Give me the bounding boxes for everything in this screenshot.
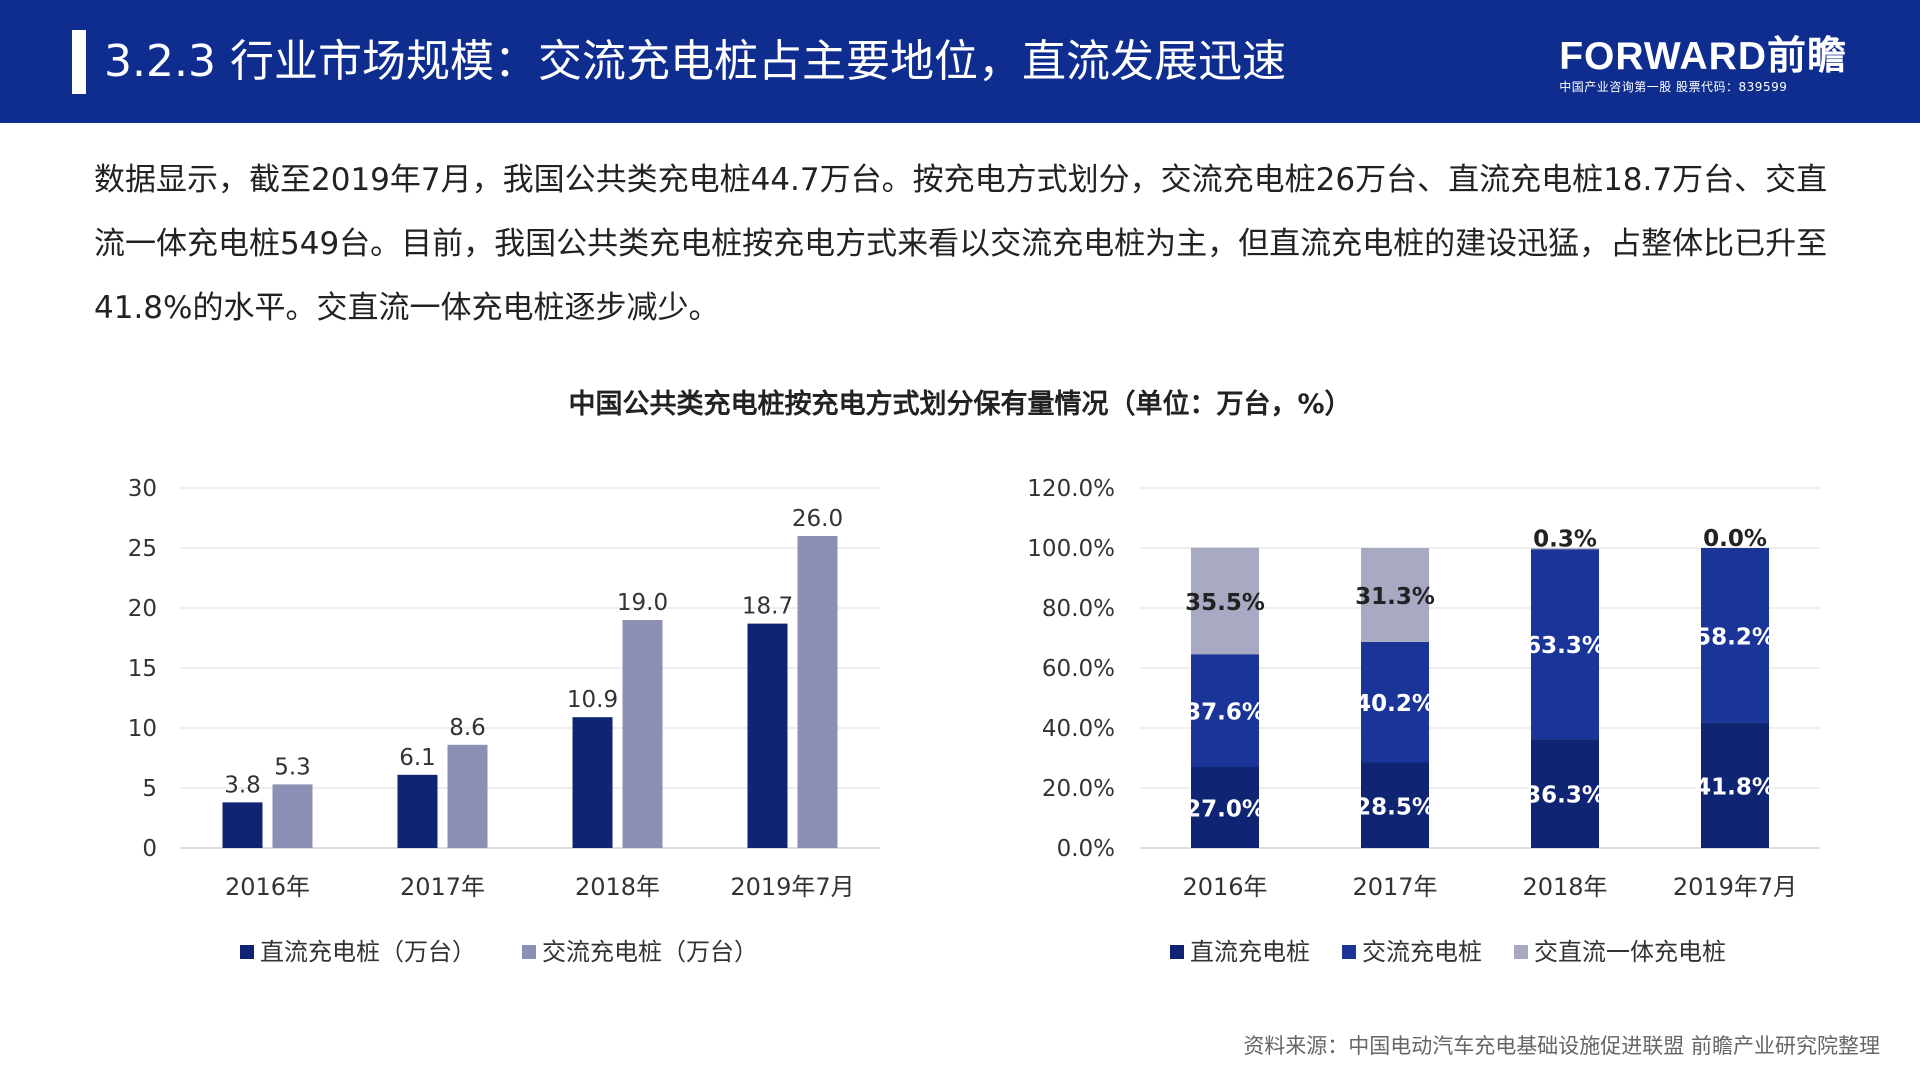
legend-swatch bbox=[522, 945, 536, 959]
x-tick-label: 2018年 bbox=[1522, 873, 1607, 901]
stacked-bar-segment bbox=[1191, 547, 1259, 655]
brand-logo: FORWARD前瞻 中国产业咨询第一股 股票代码：839599 bbox=[1559, 36, 1847, 96]
segment-value-label: 41.8% bbox=[1695, 774, 1775, 800]
dc-ac-count-bar-chart: 0 5 10 15 20 25 30 3.8 5.3 2016年 6.1 8.6 2017年 10.9 19… bbox=[128, 476, 880, 966]
segment-value-label: 31.3% bbox=[1355, 584, 1435, 610]
y-tick-label: 80.0% bbox=[1042, 596, 1115, 622]
bar bbox=[572, 717, 613, 848]
y-tick-label: 20.0% bbox=[1042, 776, 1115, 802]
legend-label: 交流充电桩 bbox=[1362, 938, 1482, 966]
segment-value-label: 0.3% bbox=[1533, 526, 1597, 552]
bar-value-label: 19.0 bbox=[617, 590, 668, 616]
segment-value-label: 27.0% bbox=[1185, 797, 1265, 823]
stacked-bar-segment bbox=[1361, 548, 1429, 642]
bar-value-label: 26.0 bbox=[792, 506, 843, 532]
summary-paragraph: 数据显示，截至2019年7月，我国公共类充电桩44.7万台。按充电方式划分，交流… bbox=[94, 162, 1828, 326]
stacked-bar-segment bbox=[1361, 641, 1429, 763]
y-tick-label: 10 bbox=[128, 716, 157, 742]
bar-value-label: 18.7 bbox=[742, 594, 793, 620]
legend-swatch bbox=[240, 945, 254, 959]
bar bbox=[447, 744, 488, 848]
bar-value-label: 10.9 bbox=[567, 687, 618, 713]
header-bar: 3.2.3 行业市场规模：交流充电桩占主要地位，直流发展迅速 FORWARD前瞻… bbox=[0, 0, 1920, 123]
legend-label: 直流充电桩（万台） bbox=[260, 938, 476, 966]
bar-value-label: 6.1 bbox=[399, 745, 436, 771]
x-tick-label: 2019年7月 bbox=[730, 873, 854, 901]
stacked-bar-segment bbox=[1531, 549, 1599, 740]
bar-value-label: 8.6 bbox=[449, 715, 486, 741]
x-tick-label: 2016年 bbox=[225, 873, 310, 901]
stacked-bar-segment bbox=[1701, 722, 1769, 848]
y-tick-label: 60.0% bbox=[1042, 656, 1115, 682]
x-tick-label: 2017年 bbox=[1352, 873, 1437, 901]
segment-value-label: 36.3% bbox=[1525, 783, 1605, 809]
y-tick-label: 0 bbox=[142, 836, 157, 862]
stacked-bar-segment bbox=[1531, 739, 1599, 848]
bar bbox=[272, 784, 313, 848]
title-accent-bar bbox=[72, 30, 86, 94]
segment-value-label: 63.3% bbox=[1525, 633, 1605, 659]
y-tick-label: 15 bbox=[128, 656, 157, 682]
bar-value-label: 5.3 bbox=[274, 754, 311, 780]
legend-swatch bbox=[1342, 945, 1356, 959]
stacked-bar-segment bbox=[1191, 767, 1259, 848]
x-tick-label: 2016年 bbox=[1182, 873, 1267, 901]
legend-label: 交流充电桩（万台） bbox=[542, 938, 758, 966]
bar bbox=[747, 623, 788, 848]
segment-value-label: 40.2% bbox=[1355, 691, 1435, 717]
legend-swatch bbox=[1170, 945, 1184, 959]
y-tick-label: 30 bbox=[128, 476, 157, 502]
legend-label: 直流充电桩 bbox=[1190, 938, 1310, 966]
y-tick-label: 25 bbox=[128, 536, 157, 562]
charging-mode-share-stacked-chart: 0.0% 20.0% 40.0% 60.0% 80.0% 100.0% 120.0% 27.0… bbox=[1027, 476, 1820, 966]
segment-value-label: 0.0% bbox=[1703, 526, 1767, 552]
bar bbox=[397, 774, 438, 848]
stacked-bar-segment bbox=[1701, 548, 1769, 723]
stacked-bar-segment bbox=[1531, 548, 1599, 550]
legend-swatch bbox=[1514, 945, 1528, 959]
y-tick-label: 5 bbox=[142, 776, 157, 802]
logo-tagline: 中国产业咨询第一股 股票代码：839599 bbox=[1559, 80, 1788, 94]
x-tick-label: 2018年 bbox=[575, 873, 660, 901]
stacked-bar-segment bbox=[1191, 654, 1259, 767]
page-title: 3.2.3 行业市场规模：交流充电桩占主要地位，直流发展迅速 bbox=[104, 36, 1286, 87]
segment-value-label: 28.5% bbox=[1355, 794, 1435, 820]
y-tick-label: 40.0% bbox=[1042, 716, 1115, 742]
stacked-bar-segment bbox=[1361, 762, 1429, 848]
legend-label: 交直流一体充电桩 bbox=[1534, 938, 1726, 966]
bar bbox=[797, 536, 838, 848]
segment-value-label: 37.6% bbox=[1185, 700, 1265, 726]
segment-value-label: 35.5% bbox=[1185, 590, 1265, 616]
logo-name: FORWARD前瞻 bbox=[1559, 35, 1847, 78]
segment-value-label: 58.2% bbox=[1695, 624, 1775, 650]
chart-title: 中国公共类充电桩按充电方式划分保有量情况（单位：万台，%） bbox=[568, 389, 1352, 420]
y-tick-label: 120.0% bbox=[1027, 476, 1115, 502]
data-source: 资料来源：中国电动汽车充电基础设施促进联盟 前瞻产业研究院整理 bbox=[1243, 1034, 1880, 1058]
bar bbox=[622, 620, 663, 848]
bar-value-label: 3.8 bbox=[224, 772, 261, 798]
x-tick-label: 2019年7月 bbox=[1673, 873, 1797, 901]
y-tick-label: 100.0% bbox=[1027, 536, 1115, 562]
x-tick-label: 2017年 bbox=[400, 873, 485, 901]
bar bbox=[222, 802, 263, 848]
y-tick-label: 20 bbox=[128, 596, 157, 622]
y-tick-label: 0.0% bbox=[1057, 836, 1115, 862]
